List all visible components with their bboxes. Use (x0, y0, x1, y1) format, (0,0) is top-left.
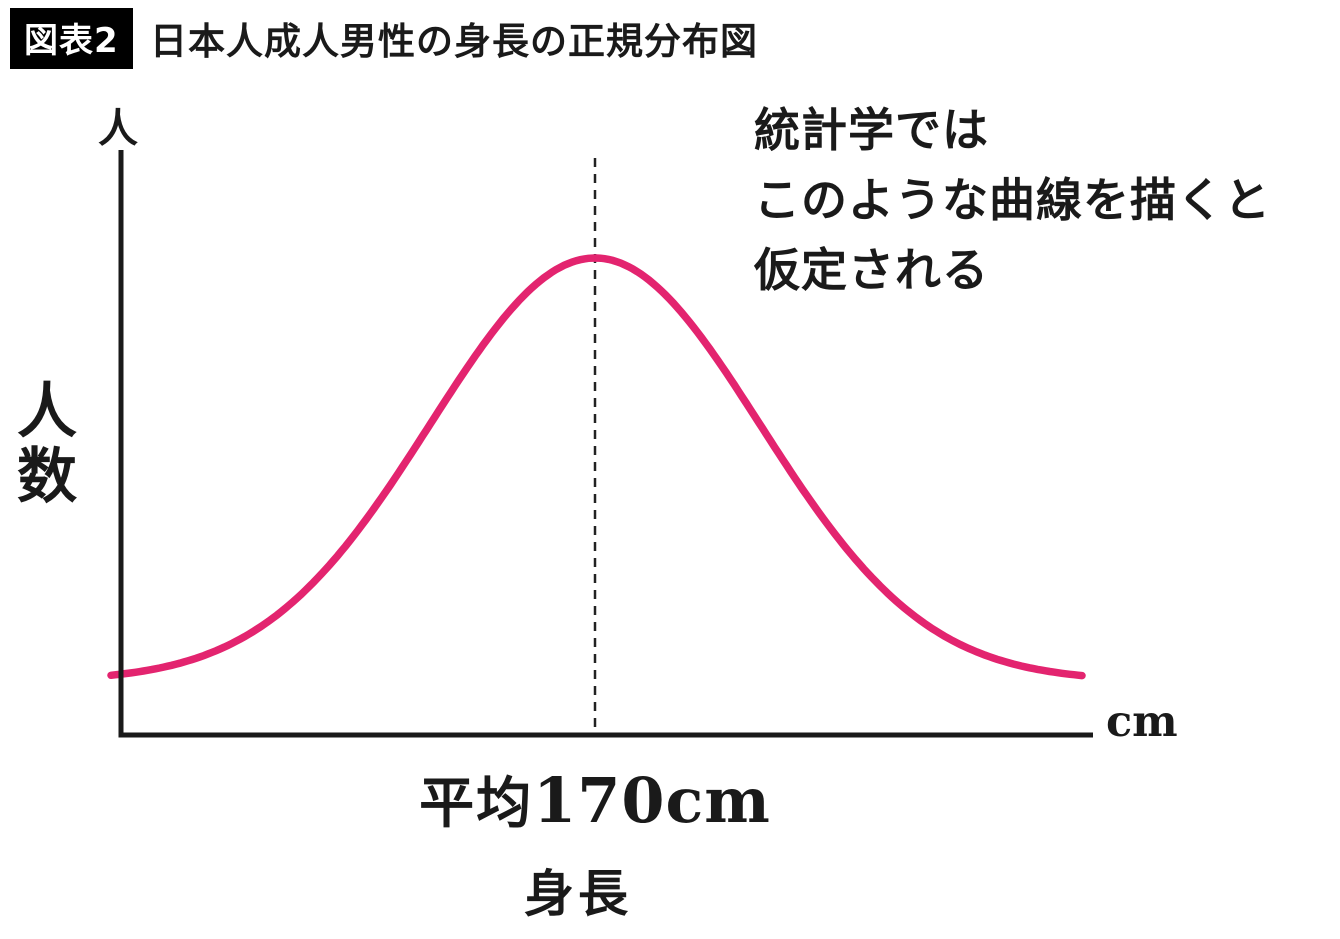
x-axis-title: 身長 (524, 865, 632, 923)
y-axis-unit-label: 人 (98, 106, 138, 152)
annotation-line-1: 統計学では (754, 103, 989, 157)
annotation-line-2: このような曲線を描くと (754, 172, 1271, 227)
bell-curve (107, 254, 1086, 680)
annotation-line-3: 仮定される (754, 242, 989, 297)
x-axis-unit-label: cm (1106, 697, 1178, 747)
mean-label: 平均170cm (419, 758, 771, 838)
figure-tag-badge: 図表2 (10, 8, 133, 69)
y-axis-title: 人 数 (17, 377, 77, 512)
annotation-text: 統計学では このような曲線を描くと 仮定される (754, 96, 1271, 306)
figure-title: 日本人成人男性の身長の正規分布図 (150, 20, 758, 63)
mean-label-value: 170cm (533, 764, 771, 837)
mean-label-prefix: 平均 (419, 771, 534, 835)
